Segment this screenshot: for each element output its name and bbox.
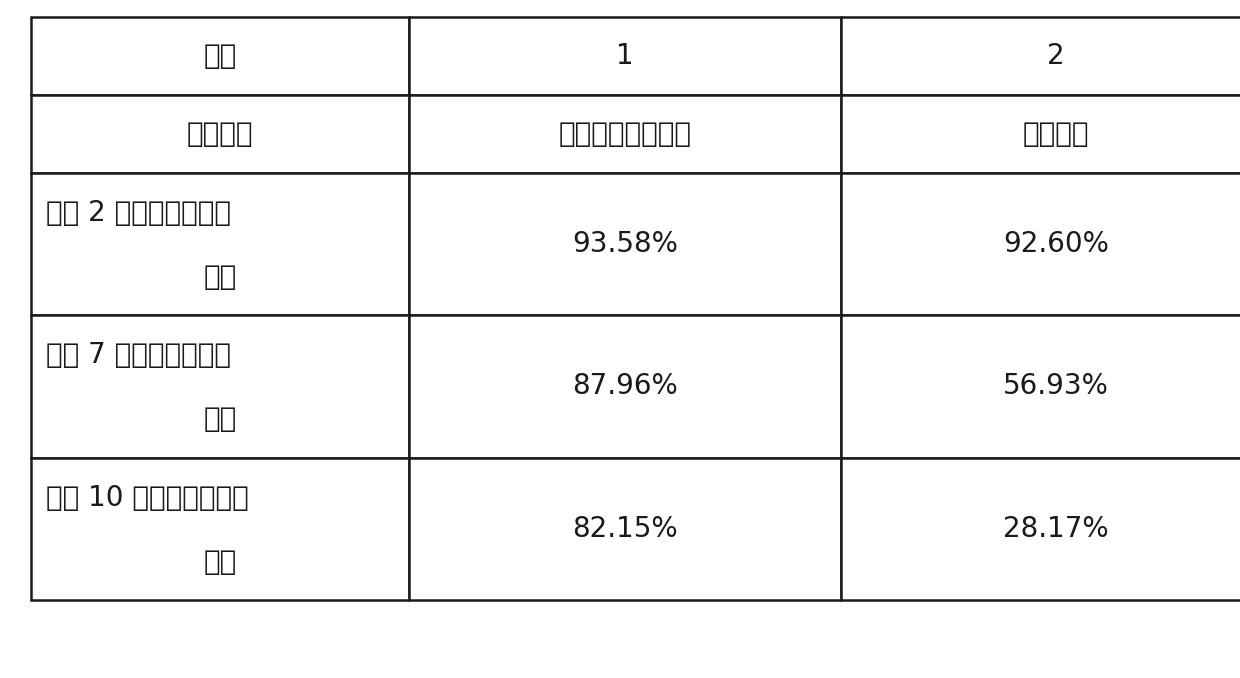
Bar	[409, 458, 841, 600]
Text: 治疗 10 天后效果（防治: 治疗 10 天后效果（防治	[46, 483, 249, 511]
Text: 序号: 序号	[203, 42, 237, 70]
Text: 56.93%: 56.93%	[1003, 372, 1109, 401]
Bar	[409, 95, 841, 173]
Bar	[31, 95, 409, 173]
Bar	[841, 315, 1240, 458]
Bar	[841, 173, 1240, 315]
Bar	[409, 17, 841, 95]
Text: 1: 1	[616, 42, 634, 70]
Text: 治疗 7 天后效果（防治: 治疗 7 天后效果（防治	[46, 341, 231, 369]
Bar	[31, 173, 409, 315]
Text: 本发明农药组合物: 本发明农药组合物	[558, 120, 692, 148]
Text: 化学药剂: 化学药剂	[1023, 120, 1089, 148]
Text: 率）: 率）	[203, 405, 237, 433]
Bar	[841, 17, 1240, 95]
Text: 处理用品: 处理用品	[187, 120, 253, 148]
Bar	[841, 458, 1240, 600]
Bar	[31, 458, 409, 600]
Text: 82.15%: 82.15%	[572, 515, 678, 543]
Text: 87.96%: 87.96%	[572, 372, 678, 401]
Text: 28.17%: 28.17%	[1003, 515, 1109, 543]
Text: 2: 2	[1047, 42, 1065, 70]
Bar	[841, 95, 1240, 173]
Bar	[409, 173, 841, 315]
Bar	[409, 315, 841, 458]
Text: 率）: 率）	[203, 548, 237, 576]
Text: 93.58%: 93.58%	[572, 230, 678, 258]
Bar	[31, 315, 409, 458]
Text: 治疗 2 天后效果（防治: 治疗 2 天后效果（防治	[46, 199, 231, 226]
Bar	[31, 17, 409, 95]
Text: 92.60%: 92.60%	[1003, 230, 1109, 258]
Text: 率）: 率）	[203, 263, 237, 291]
